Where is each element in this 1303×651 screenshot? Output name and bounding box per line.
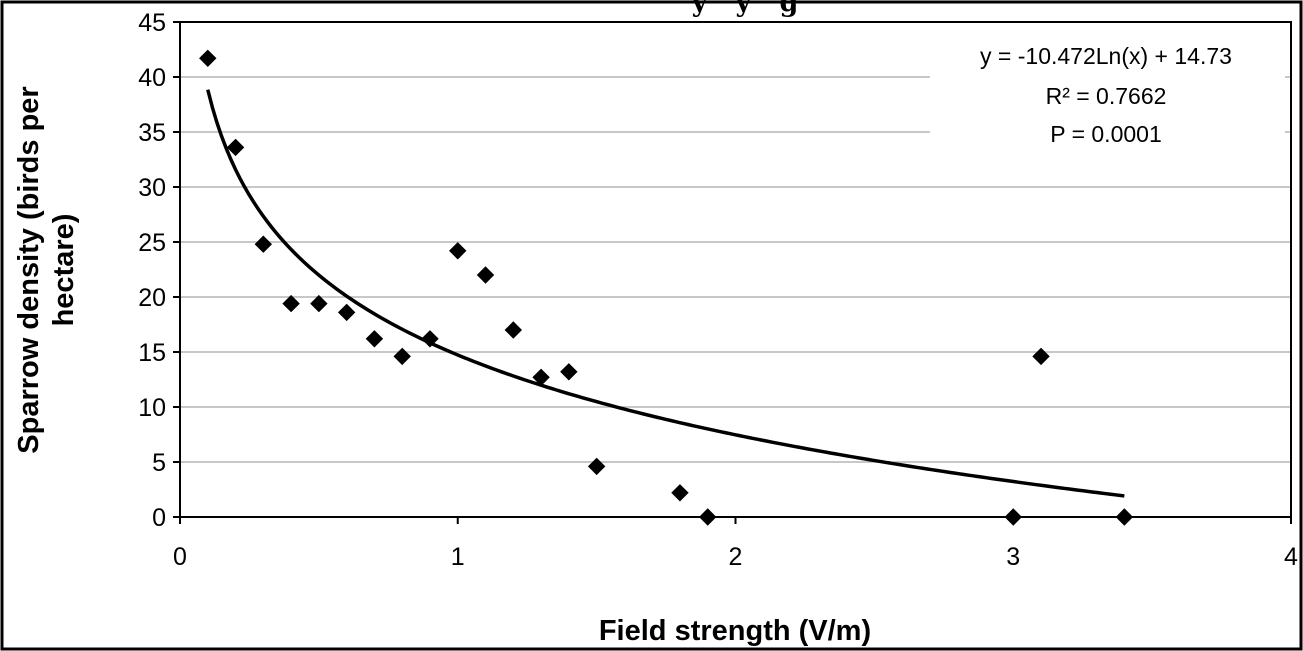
y-axis-title-line-2: hectare) (48, 214, 80, 327)
r-squared-label: R² = 0.7662 (1046, 83, 1167, 109)
annotation-box (930, 33, 1285, 155)
axes: 0 5 10 15 20 25 30 35 40 45 0 1 2 3 4 (138, 9, 1298, 571)
p-value-label: P = 0.0001 (1050, 121, 1162, 147)
y-tick-label: 40 (138, 64, 166, 92)
data-point (699, 508, 717, 526)
data-point (365, 330, 384, 348)
data-point (560, 363, 578, 381)
data-point (476, 266, 495, 284)
data-point (532, 368, 550, 387)
data-point (449, 242, 467, 260)
y-tick-label: 25 (138, 229, 166, 257)
equation-label: y = -10.472Ln(x) + 14.73 (980, 43, 1232, 69)
x-tick-label: 0 (173, 543, 187, 571)
y-tick-label: 30 (138, 174, 166, 202)
y-tick-label: 10 (138, 394, 166, 422)
chart-title-fragment: y y g (691, 0, 799, 18)
x-tick-label: 1 (451, 543, 465, 571)
data-point (1032, 347, 1050, 366)
y-tick-label: 15 (138, 339, 166, 367)
data-point (310, 294, 328, 313)
x-tick-label: 4 (1284, 543, 1298, 571)
data-point (337, 303, 356, 322)
trendline-layer (206, 89, 1125, 498)
x-tick-label: 3 (1006, 543, 1020, 571)
data-point (1004, 508, 1022, 526)
data-point (671, 484, 689, 502)
x-axis-title: Field strength (V/m) (599, 615, 871, 647)
data-point (393, 347, 411, 366)
y-tick-label: 5 (152, 449, 166, 477)
data-point (587, 457, 606, 476)
data-point (254, 235, 273, 253)
data-point (226, 138, 245, 157)
y-tick-label: 0 (152, 504, 166, 532)
y-tick-label: 45 (138, 9, 166, 37)
data-point (421, 330, 439, 348)
data-point (282, 294, 300, 313)
gridlines (180, 76, 1291, 463)
trendline (206, 89, 1125, 498)
data-point (1115, 508, 1134, 526)
data-point (199, 49, 217, 68)
y-tick-label: 35 (138, 119, 166, 147)
x-tick-label: 2 (729, 543, 743, 571)
y-tick-label: 20 (138, 284, 166, 312)
data-point (504, 321, 523, 339)
data-points (199, 49, 1134, 526)
y-axis-title-line-1: Sparrow density (birds per (13, 86, 45, 453)
